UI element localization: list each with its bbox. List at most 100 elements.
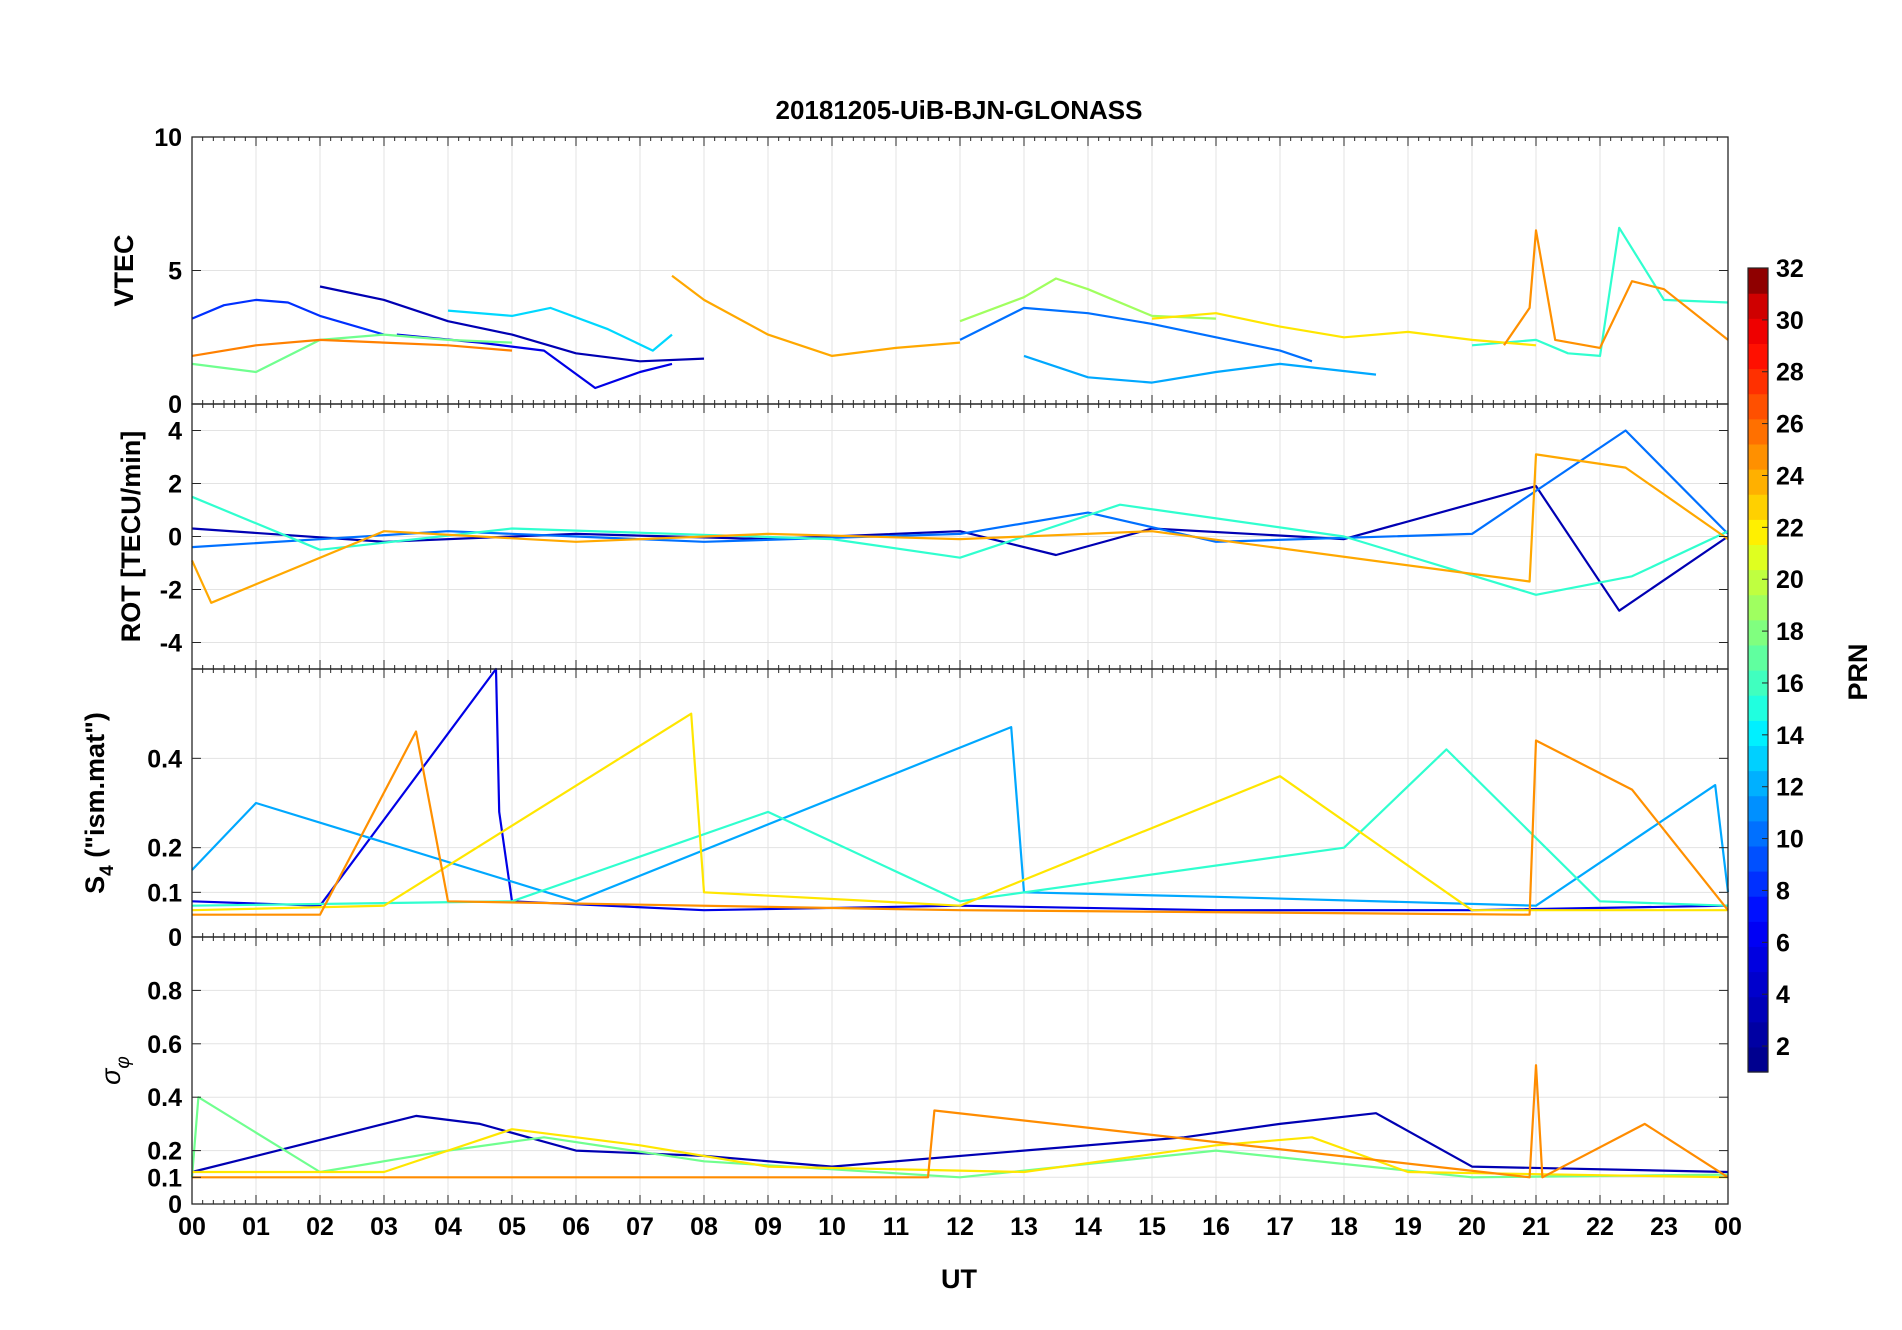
x-tick-label: 20 [1458, 1213, 1486, 1241]
x-tick-label: 13 [1010, 1213, 1038, 1241]
colorbar-segment [1748, 318, 1768, 344]
rot-ytick-label: 0 [168, 524, 182, 552]
colorbar-segment [1748, 720, 1768, 746]
x-tick-label: 16 [1202, 1213, 1230, 1241]
colorbar-tick-label: 4 [1776, 981, 1790, 1009]
vtec-series-prn-8 [959, 306, 1313, 363]
vtec-ylabel: VTEC [109, 234, 139, 306]
x-tick-label: 23 [1650, 1213, 1678, 1241]
vtec-series-prn-22 [671, 274, 961, 357]
colorbar-segment [1748, 1021, 1768, 1048]
x-tick-label: 22 [1586, 1213, 1614, 1241]
vtec-series-prn-12 [447, 306, 673, 352]
x-tick-label: 08 [690, 1213, 718, 1241]
x-axis-label: UT [941, 1264, 977, 1294]
colorbar-tick-label: 18 [1776, 618, 1804, 646]
sigma-phi-ylabel-sub: φ [113, 1056, 134, 1068]
x-tick-label: 12 [946, 1213, 974, 1241]
s4-ylabel-main: S [80, 876, 110, 894]
sigma-phi-ytick-label: 0.1 [147, 1164, 182, 1192]
colorbar-frame [1747, 267, 1769, 1073]
s4-panel: 0 0.1 0.2 0.4 S4 ("ism.mat") [80, 667, 1730, 952]
x-tick-label: 06 [562, 1213, 590, 1241]
colorbar-segment [1748, 519, 1768, 545]
s4-series-prn-14 [191, 748, 1729, 907]
colorbar-segment [1748, 418, 1768, 445]
vtec-series-prn-2 [319, 285, 705, 363]
colorbar-tick-label: 24 [1776, 462, 1804, 490]
colorbar-segment [1748, 795, 1768, 822]
colorbar-tick-label: 16 [1776, 670, 1804, 698]
x-tick-label: 21 [1522, 1213, 1550, 1241]
x-tick-label: 07 [626, 1213, 654, 1241]
rot-panel: -4 -2 0 2 4 ROT [TECU/min] [116, 403, 1729, 670]
vtec-series-prn-14 [1471, 226, 1729, 357]
s4-ytick-label: 0.2 [147, 835, 182, 863]
colorbar-tick-label: 2 [1776, 1033, 1790, 1061]
s4-series-prn-23 [192, 730, 1729, 916]
vtec-series-prn-24 [191, 338, 513, 357]
x-tick-label: 11 [883, 1213, 910, 1241]
rot-series-prn-8 [191, 429, 1729, 549]
s4-ylabel-rest: ("ism.mat") [80, 712, 110, 865]
colorbar-segment [1748, 443, 1768, 470]
s4-ytick-label: 0.4 [147, 745, 182, 773]
colorbar-tick-label: 12 [1776, 774, 1804, 802]
x-tick-label: 18 [1330, 1213, 1358, 1241]
rot-series-prn-22 [190, 453, 1729, 604]
figure-title: 20181205-UiB-BJN-GLONASS [775, 95, 1142, 125]
sigma-phi-ytick-label: 0.6 [147, 1031, 182, 1059]
x-tick-label: 02 [306, 1213, 334, 1241]
colorbar-tick-label: 30 [1776, 307, 1804, 335]
colorbar-segment [1748, 670, 1768, 696]
colorbar-segment [1748, 569, 1768, 596]
vtec-series-prn-20 [1151, 312, 1537, 347]
x-tick-label: 14 [1074, 1213, 1102, 1241]
vtec-ytick-label: 0 [168, 391, 182, 419]
colorbar-segment [1748, 393, 1768, 420]
vtec-series-prn-23 [1503, 229, 1729, 349]
colorbar-segment [1748, 594, 1768, 621]
rot-ylabel: ROT [TECU/min] [116, 431, 146, 642]
colorbar-segment [1748, 871, 1768, 897]
colorbar-segment [1748, 293, 1768, 319]
sigma-phi-ytick-label: 0.2 [147, 1138, 182, 1166]
rot-ytick-label: 2 [168, 471, 182, 499]
sigma-phi-panel: 00.10.2 0.4 0.6 0.8 σφ [96, 936, 1729, 1219]
sigma-phi-ylabel: σφ [96, 1056, 134, 1085]
x-tick-label: 17 [1266, 1213, 1294, 1241]
vtec-series-prn-17 [959, 277, 1217, 323]
colorbar-label: PRN [1843, 643, 1873, 700]
colorbar-segment [1748, 820, 1768, 847]
s4-ytick-label: 0 [168, 924, 182, 952]
colorbar-segment [1748, 619, 1768, 646]
s4-ylabel: S4 ("ism.mat") [80, 712, 118, 894]
vtec-ytick-label: 10 [154, 124, 182, 152]
colorbar-tick-label: 8 [1776, 877, 1790, 905]
colorbar-segment [1748, 896, 1768, 922]
rot-ytick-label: -2 [160, 577, 182, 605]
sigma-phi-ytick-label: 0.8 [147, 977, 182, 1005]
colorbar-tick-label: 32 [1776, 255, 1804, 283]
rot-ytick-label: -4 [160, 630, 182, 658]
colorbar-segment [1748, 946, 1768, 973]
colorbar-segment [1748, 368, 1768, 395]
sigma-phi-series-prn-22 [192, 1064, 1729, 1179]
colorbar-segment [1748, 845, 1768, 872]
x-tick-label: 15 [1138, 1213, 1166, 1241]
colorbar-segment [1748, 343, 1768, 370]
sigma-phi-ytick-label: 0 [168, 1191, 182, 1219]
x-tick-label: 09 [754, 1213, 782, 1241]
colorbar-segment [1748, 770, 1768, 797]
x-tick-label: 04 [434, 1213, 462, 1241]
vtec-panel: 0 5 10 VTEC [109, 124, 1729, 419]
vtec-series-prn-4 [396, 333, 673, 390]
colorbar-tick-label: 20 [1776, 566, 1804, 594]
sigma-phi-series-prn-16 [190, 1096, 1729, 1179]
s4-ylabel-sub: 4 [97, 865, 118, 876]
sigma-phi-ylabel-main: σ [96, 1067, 126, 1085]
x-tick-label: 00 [178, 1213, 206, 1241]
x-tick-label: 01 [242, 1213, 270, 1241]
x-tick-label: 05 [498, 1213, 526, 1241]
